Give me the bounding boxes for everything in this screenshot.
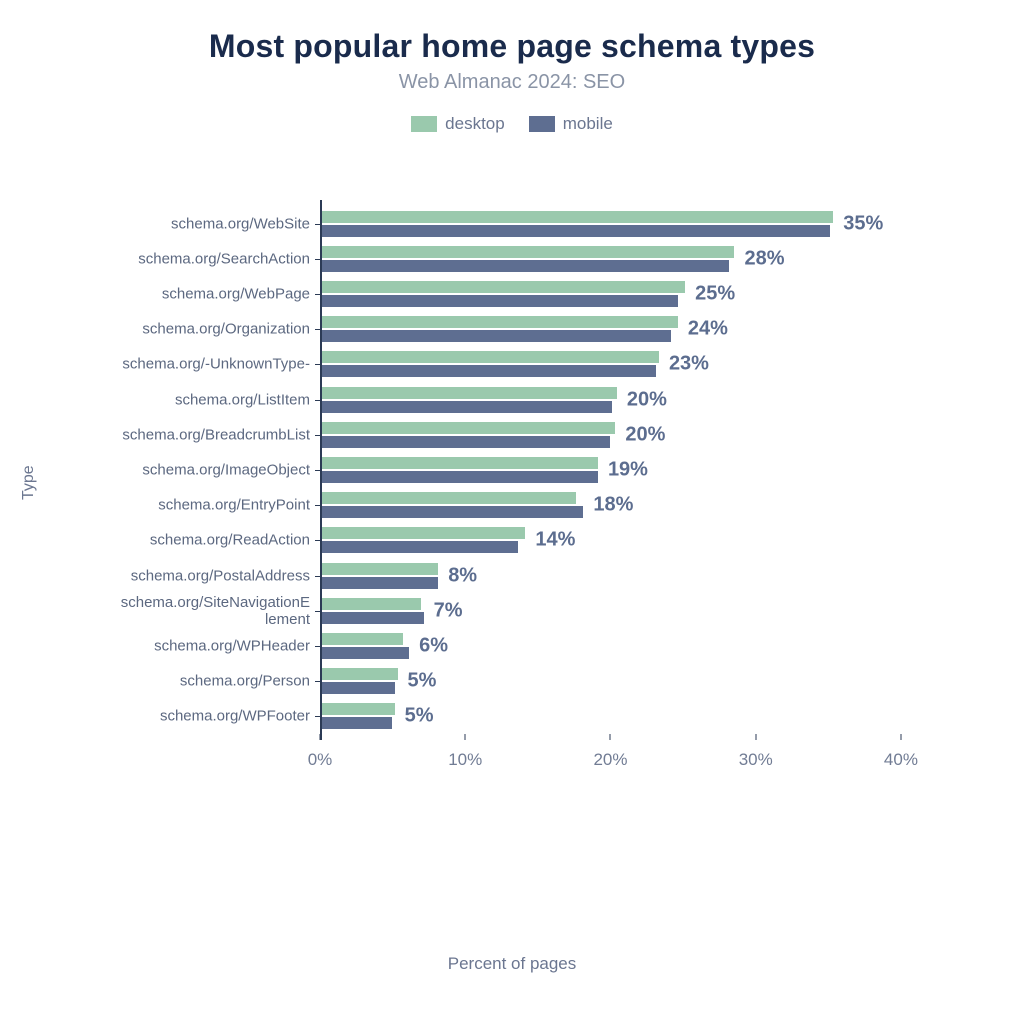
bar-desktop [322, 633, 403, 645]
bar-row: schema.org/WPHeader6% [320, 628, 930, 663]
legend-label-mobile: mobile [563, 114, 613, 134]
category-label: schema.org/SiteNavigationElement [62, 594, 320, 629]
bar-desktop [322, 492, 576, 504]
bar-desktop [322, 211, 833, 223]
x-tick-mark [465, 734, 466, 740]
value-label: 25% [695, 283, 735, 306]
x-tick-label: 40% [884, 750, 918, 770]
bar-mobile [322, 260, 729, 272]
x-tick-label: 0% [308, 750, 333, 770]
legend-swatch-mobile [529, 116, 555, 132]
chart-title: Most popular home page schema types [0, 0, 1024, 65]
x-tick-label: 10% [448, 750, 482, 770]
category-label: schema.org/ReadAction [62, 532, 320, 549]
bar-row: schema.org/SiteNavigationElement7% [320, 593, 930, 628]
value-label: 28% [744, 247, 784, 270]
bar-mobile [322, 365, 656, 377]
x-tick-mark [755, 734, 756, 740]
bar-row: schema.org/SearchAction28% [320, 241, 930, 276]
category-label: schema.org/ImageObject [62, 461, 320, 478]
bar-mobile [322, 436, 610, 448]
bar-row: schema.org/WebSite35% [320, 206, 930, 241]
bar-mobile [322, 717, 392, 729]
category-label: schema.org/WPHeader [62, 637, 320, 654]
value-label: 35% [843, 212, 883, 235]
chart-subtitle: Web Almanac 2024: SEO [0, 71, 1024, 94]
category-label: schema.org/WPFooter [62, 708, 320, 725]
x-ticks: 0%10%20%30%40% [320, 740, 930, 780]
category-label: schema.org/WebSite [62, 215, 320, 232]
value-label: 7% [434, 599, 463, 622]
bar-row: schema.org/Organization24% [320, 312, 930, 347]
bar-rows: schema.org/WebSite35%schema.org/SearchAc… [320, 206, 930, 734]
legend-label-desktop: desktop [445, 114, 505, 134]
y-axis-title: Type [20, 465, 38, 500]
bar-mobile [322, 471, 598, 483]
bar-desktop [322, 246, 734, 258]
bar-mobile [322, 682, 395, 694]
bar-mobile [322, 330, 671, 342]
bar-mobile [322, 506, 583, 518]
value-label: 6% [419, 635, 448, 658]
bar-row: schema.org/-UnknownType-23% [320, 347, 930, 382]
bar-row: schema.org/ImageObject19% [320, 452, 930, 487]
category-label: schema.org/PostalAddress [62, 567, 320, 584]
value-label: 19% [608, 459, 648, 482]
bar-mobile [322, 647, 409, 659]
bar-desktop [322, 527, 525, 539]
bar-desktop [322, 703, 395, 715]
bar-desktop [322, 316, 678, 328]
x-tick-mark [900, 734, 901, 740]
category-label: schema.org/EntryPoint [62, 497, 320, 514]
bar-row: schema.org/ReadAction14% [320, 523, 930, 558]
value-label: 20% [625, 423, 665, 446]
bar-row: schema.org/WebPage25% [320, 276, 930, 311]
x-tick-mark [610, 734, 611, 740]
value-label: 23% [669, 353, 709, 376]
bar-mobile [322, 612, 424, 624]
x-tick-label: 20% [593, 750, 627, 770]
category-label: schema.org/-UnknownType- [62, 356, 320, 373]
bar-mobile [322, 577, 438, 589]
x-tick-mark [320, 734, 321, 740]
bar-desktop [322, 668, 398, 680]
legend-swatch-desktop [411, 116, 437, 132]
value-label: 24% [688, 318, 728, 341]
category-label: schema.org/ListItem [62, 391, 320, 408]
bar-mobile [322, 541, 518, 553]
bar-desktop [322, 281, 685, 293]
bar-row: schema.org/EntryPoint18% [320, 488, 930, 523]
bar-mobile [322, 401, 612, 413]
bar-desktop [322, 598, 421, 610]
legend-item-desktop: desktop [411, 114, 505, 134]
bar-row: schema.org/Person5% [320, 664, 930, 699]
bar-row: schema.org/ListItem20% [320, 382, 930, 417]
bar-row: schema.org/PostalAddress8% [320, 558, 930, 593]
x-axis-title: Percent of pages [0, 954, 1024, 974]
bar-desktop [322, 387, 617, 399]
bar-row: schema.org/BreadcrumbList20% [320, 417, 930, 452]
bar-mobile [322, 225, 830, 237]
value-label: 18% [593, 494, 633, 517]
legend: desktop mobile [0, 114, 1024, 134]
category-label: schema.org/WebPage [62, 285, 320, 302]
bar-desktop [322, 563, 438, 575]
plot-area: schema.org/WebSite35%schema.org/SearchAc… [60, 200, 960, 840]
bar-desktop [322, 422, 615, 434]
category-label: schema.org/BreadcrumbList [62, 426, 320, 443]
value-label: 5% [405, 705, 434, 728]
category-label: schema.org/Organization [62, 321, 320, 338]
value-label: 5% [408, 670, 437, 693]
value-label: 14% [535, 529, 575, 552]
bar-desktop [322, 457, 598, 469]
value-label: 8% [448, 564, 477, 587]
x-tick-label: 30% [739, 750, 773, 770]
legend-item-mobile: mobile [529, 114, 613, 134]
category-label: schema.org/SearchAction [62, 250, 320, 267]
value-label: 20% [627, 388, 667, 411]
bar-desktop [322, 351, 659, 363]
bar-mobile [322, 295, 678, 307]
category-label: schema.org/Person [62, 673, 320, 690]
bar-row: schema.org/WPFooter5% [320, 699, 930, 734]
